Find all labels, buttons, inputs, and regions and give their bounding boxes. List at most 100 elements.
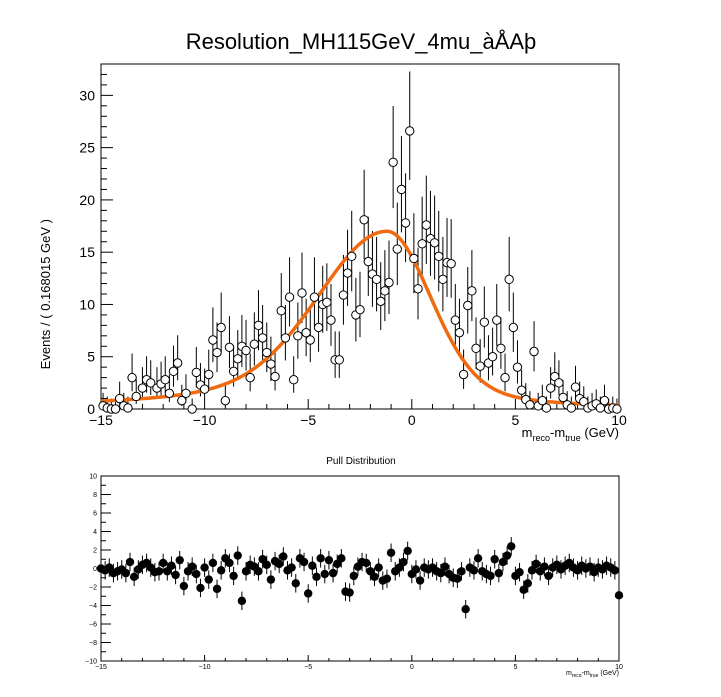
pull-point — [328, 563, 338, 583]
pull-marker — [312, 572, 321, 582]
pull-marker — [320, 569, 329, 579]
data-point-marker — [429, 238, 440, 248]
data-point-marker — [570, 382, 581, 392]
data-point-marker — [288, 375, 299, 385]
pull-y-tick-label: 8 — [93, 492, 97, 499]
pull-marker — [274, 559, 284, 569]
data-point-marker — [454, 327, 465, 338]
data-point-marker — [280, 333, 291, 343]
pull-marker — [216, 566, 226, 575]
data-point-marker — [363, 256, 373, 267]
data-point-marker — [284, 292, 295, 302]
data-point-marker — [496, 343, 506, 354]
pull-marker — [374, 563, 383, 572]
pull-marker — [415, 576, 425, 585]
data-point — [295, 302, 301, 359]
pull-point — [320, 564, 329, 584]
pull-point — [312, 567, 321, 587]
data-point-marker — [216, 322, 226, 333]
pull-point — [490, 550, 499, 569]
data-point — [548, 367, 553, 399]
data-point — [515, 340, 520, 384]
data-point — [366, 216, 371, 296]
pull-x-tick-label: 5 — [513, 664, 517, 671]
data-point-marker — [405, 126, 415, 136]
pull-point — [382, 569, 392, 588]
pull-marker — [225, 558, 234, 568]
data-point — [407, 71, 412, 180]
data-point-marker — [114, 393, 125, 404]
data-point-marker — [177, 395, 187, 406]
pull-marker — [399, 557, 408, 567]
y-tick-label: 0 — [87, 401, 95, 417]
pull-point — [337, 549, 346, 568]
data-point — [428, 190, 433, 276]
pull-y-tick-label: 4 — [93, 529, 97, 536]
data-point — [252, 312, 257, 366]
pull-y-tick-label: 10 — [89, 474, 97, 481]
data-point-marker — [338, 290, 349, 300]
pull-point — [362, 553, 371, 573]
pull-y-tick-label: −8 — [89, 640, 97, 647]
main-data-markers — [98, 126, 622, 414]
pull-marker — [324, 555, 334, 565]
main-axes: −15 −10 −5 0 5 10 0 5 10 15 20 25 30 — [79, 63, 627, 428]
data-point — [494, 283, 499, 346]
data-point-marker — [164, 388, 175, 399]
pull-marker — [241, 567, 251, 576]
data-point-marker — [500, 372, 510, 383]
data-point — [498, 317, 504, 369]
pull-point — [225, 553, 234, 573]
pull-marker — [411, 565, 421, 574]
pull-point — [386, 543, 396, 563]
y-tick-label: 5 — [87, 349, 95, 365]
pull-marker — [386, 548, 396, 557]
pull-marker — [316, 554, 325, 563]
data-point — [482, 286, 487, 348]
data-point-marker — [388, 157, 398, 167]
data-point-marker — [438, 274, 448, 285]
x-axis-label-mid: -m — [550, 425, 565, 440]
pull-marker — [262, 560, 271, 569]
pull-point — [125, 552, 135, 572]
data-point-marker — [380, 286, 390, 296]
data-point — [337, 331, 342, 378]
pull-point — [531, 554, 541, 574]
pull-point — [274, 554, 284, 574]
data-point-marker — [309, 292, 320, 302]
data-point-marker — [220, 395, 231, 406]
pull-point — [262, 555, 271, 575]
y-tick-label: 20 — [79, 192, 95, 208]
y-tick-label: 25 — [79, 140, 95, 156]
pull-marker — [279, 552, 288, 561]
data-point — [502, 353, 508, 392]
pull-marker — [382, 574, 392, 583]
pull-x-tick-label: −5 — [304, 664, 312, 671]
data-point — [469, 250, 475, 322]
pull-point — [304, 584, 313, 603]
pull-point — [614, 586, 624, 605]
data-point — [370, 230, 375, 307]
data-point-marker — [392, 244, 402, 254]
data-point — [287, 257, 292, 327]
x-axis-label-base: m — [522, 425, 533, 440]
data-point-marker — [228, 366, 239, 377]
pull-point — [299, 552, 309, 572]
pull-point — [403, 541, 412, 561]
data-point-marker — [241, 345, 251, 356]
pull-marker — [614, 591, 624, 600]
pull-x-axis-label-mid: -m — [582, 670, 590, 677]
x-tick-label: −15 — [89, 412, 113, 428]
data-point — [390, 105, 396, 209]
data-point-marker — [475, 361, 485, 371]
pull-point — [291, 574, 300, 593]
pull-point — [345, 583, 354, 602]
data-point-marker — [417, 239, 427, 249]
pull-marker — [299, 557, 309, 567]
data-point-marker — [566, 403, 577, 413]
pull-point — [254, 562, 263, 581]
y-tick-label: 10 — [79, 296, 95, 312]
data-point-marker — [359, 215, 369, 225]
pull-marker — [121, 568, 131, 578]
